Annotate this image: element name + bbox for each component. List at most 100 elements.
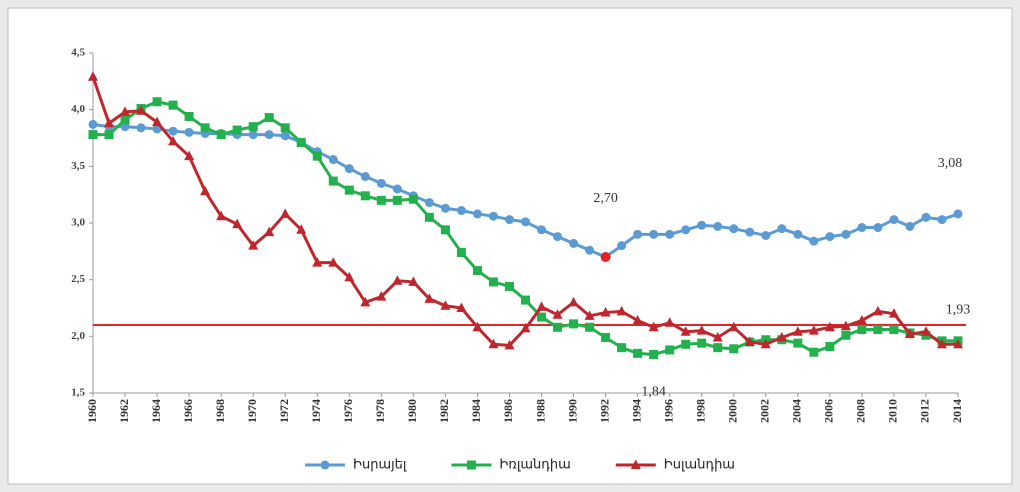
x-tick-label: 2002 (758, 399, 772, 423)
marker (424, 212, 434, 222)
marker (424, 198, 434, 208)
marker (152, 97, 162, 107)
marker (360, 191, 370, 201)
x-tick-label: 1980 (405, 399, 419, 423)
x-tick-label: 1992 (597, 399, 611, 423)
marker (344, 164, 354, 174)
marker (168, 135, 179, 146)
marker (408, 276, 419, 286)
marker (120, 122, 130, 132)
y-tick-label: 3,0 (71, 217, 85, 229)
marker (456, 302, 467, 312)
legend-label: Իսրայել (353, 458, 407, 473)
marker (553, 232, 563, 242)
marker (424, 293, 435, 303)
marker (633, 229, 643, 239)
marker (569, 319, 579, 329)
legend-label: Իռլանդիա (499, 458, 570, 473)
x-tick-label: 1988 (533, 399, 547, 423)
marker (664, 317, 675, 327)
marker (136, 123, 146, 133)
y-tick-label: 3,5 (71, 160, 85, 172)
marker (248, 122, 258, 132)
x-tick-label: 2004 (790, 399, 804, 423)
marker (936, 338, 947, 349)
marker (232, 125, 242, 135)
y-tick-label: 1,5 (71, 387, 85, 399)
x-tick-label: 1962 (117, 399, 131, 423)
marker (456, 247, 466, 257)
marker (872, 305, 883, 316)
marker (521, 295, 530, 305)
marker (120, 115, 130, 125)
marker (649, 229, 659, 239)
x-tick-label: 2008 (854, 399, 868, 423)
marker (216, 210, 227, 221)
marker (472, 321, 483, 332)
marker (808, 325, 819, 335)
marker (713, 221, 723, 231)
marker (504, 339, 515, 350)
marker (777, 224, 787, 234)
marker (280, 208, 291, 218)
marker (617, 241, 627, 251)
x-tick-label: 2010 (886, 399, 900, 423)
marker (793, 229, 803, 239)
marker (665, 229, 675, 239)
marker (729, 224, 739, 234)
marker (825, 342, 835, 352)
marker (376, 291, 387, 301)
x-tick-label: 2012 (918, 399, 932, 423)
marker (200, 123, 210, 133)
marker (120, 106, 131, 116)
marker (136, 105, 147, 115)
marker (632, 314, 643, 325)
marker (665, 345, 675, 355)
marker (585, 245, 595, 255)
x-tick-label: 1968 (213, 399, 227, 423)
marker (392, 195, 402, 205)
marker (728, 321, 739, 332)
y-tick-label: 2,0 (71, 330, 85, 342)
marker (392, 275, 403, 285)
x-tick-label: 1984 (469, 399, 483, 423)
highlight-point (600, 252, 611, 262)
annotation: 2,70 (593, 191, 618, 206)
marker (873, 223, 883, 233)
marker (697, 338, 707, 348)
marker (937, 215, 947, 225)
marker (568, 296, 579, 307)
marker (921, 212, 931, 222)
marker (760, 338, 771, 349)
marker (680, 326, 691, 336)
x-tick-label: 1970 (245, 399, 259, 423)
marker (344, 185, 354, 195)
marker (729, 344, 739, 354)
marker (472, 266, 482, 276)
x-tick-label: 1964 (149, 399, 163, 423)
marker (920, 326, 931, 336)
marker (520, 322, 531, 333)
marker (889, 215, 899, 225)
marker (488, 277, 498, 287)
marker (905, 221, 915, 231)
x-tick-label: 1960 (85, 399, 99, 423)
marker (649, 349, 659, 359)
x-tick-label: 1966 (181, 399, 195, 423)
marker (504, 215, 514, 225)
marker (569, 238, 579, 248)
x-tick-label: 1982 (437, 399, 451, 423)
marker (456, 206, 466, 216)
marker (104, 130, 114, 140)
marker (344, 271, 355, 282)
marker (376, 178, 386, 188)
x-tick-label: 1998 (693, 399, 707, 423)
marker (504, 281, 514, 291)
marker (440, 225, 450, 235)
marker (312, 151, 322, 161)
marker (601, 332, 611, 342)
marker (617, 343, 627, 353)
marker (216, 130, 226, 140)
marker (584, 310, 595, 320)
